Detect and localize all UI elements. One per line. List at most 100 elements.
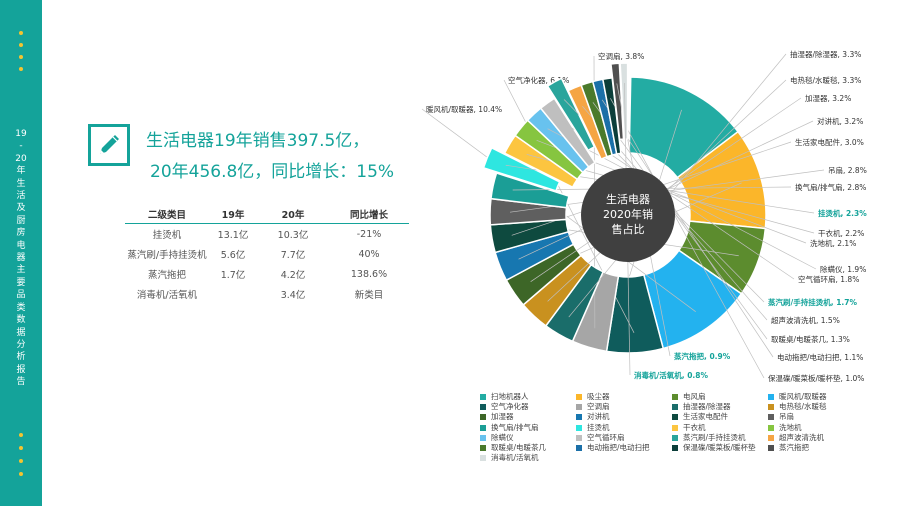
- legend-label: 加湿器: [491, 412, 514, 422]
- legend-item: 洗地机: [768, 423, 802, 433]
- legend-label: 蒸汽拖把: [779, 443, 809, 452]
- legend-swatch: [768, 445, 774, 451]
- headline-line-2: 20年456.8亿，同比增长：15%: [150, 162, 395, 182]
- data-label: 超声波清洗机, 1.5%: [771, 315, 840, 325]
- table-header: 同比增长: [329, 205, 409, 224]
- data-label: 电热毯/水暖毯, 3.3%: [790, 75, 861, 85]
- table-cell: -21%: [356, 228, 382, 240]
- legend-item: 空气净化器: [480, 402, 529, 412]
- legend-item: 挂烫机: [576, 423, 610, 433]
- data-label: 生活家电配件, 3.0%: [795, 137, 864, 147]
- sidebar-title-char: 电: [16, 240, 26, 251]
- legend-item: 除螨仪: [480, 433, 514, 443]
- table-row: 消毒机/活氧机 3.4亿 新类目: [125, 284, 409, 304]
- legend-label: 换气扇/排气扇: [491, 422, 539, 432]
- legend-label: 吸尘器: [587, 392, 610, 401]
- legend-swatch: [480, 414, 486, 421]
- pie-slice: [482, 146, 561, 192]
- legend-swatch: [768, 394, 774, 400]
- sidebar-title-char: 厨: [16, 215, 26, 226]
- table-cell: 40%: [358, 248, 380, 260]
- leader-line: [601, 99, 774, 358]
- pie-slice: [619, 62, 629, 140]
- data-label: 空气净化器, 6.1%: [508, 75, 569, 85]
- sidebar-title-char: 生: [16, 178, 26, 189]
- legend-label: 电风扇: [683, 392, 706, 401]
- data-label: 挂烫机, 2.3%: [818, 208, 867, 218]
- legend-label: 电动拖把/电动扫把: [587, 443, 650, 452]
- legend-item: 扫地机器人: [480, 392, 529, 402]
- legend-item: 吸尘器: [576, 392, 610, 402]
- pencil-icon: [88, 124, 130, 166]
- data-label: 取暖桌/电暖茶几, 1.3%: [771, 334, 850, 344]
- legend-swatch: [768, 414, 774, 421]
- sidebar-title-char: 告: [16, 377, 26, 388]
- data-label: 电动拖把/电动扫把, 1.1%: [777, 352, 863, 362]
- legend-item: 电热毯/水暖毯: [768, 402, 827, 412]
- legend-label: 保温碟/暖菜板/暖杯垫: [683, 443, 756, 452]
- sidebar-dot: [19, 67, 23, 71]
- sidebar-title-char: 及: [16, 203, 26, 214]
- legend-swatch: [480, 424, 486, 431]
- legend-label: 暖风机/取暖器: [779, 392, 827, 401]
- sidebar-title-char: 报: [16, 364, 26, 375]
- table-row: 蒸汽拖把 1.7亿 4.2亿 138.6%: [125, 264, 409, 284]
- data-label: 对讲机, 3.2%: [817, 116, 863, 126]
- center-label: 售占比: [612, 222, 645, 236]
- legend-swatch: [576, 404, 582, 411]
- table-cell: 13.1亿: [217, 230, 249, 241]
- sidebar-title-char: 数: [16, 315, 26, 326]
- data-label: 保温碟/暖菜板/暖杯垫, 1.0%: [768, 373, 864, 383]
- legend-item: 生活家电配件: [672, 412, 728, 422]
- table-row: 蒸汽刷/手持挂烫机 5.6亿 7.7亿 40%: [125, 244, 409, 264]
- legend-label: 对讲机: [587, 412, 610, 422]
- data-label: 蒸汽拖把, 0.9%: [674, 351, 731, 361]
- data-label: 干衣机, 2.2%: [818, 228, 864, 238]
- legend-swatch: [480, 434, 486, 441]
- legend-label: 电热毯/水暖毯: [779, 402, 827, 412]
- table-header-row: 二级类目 19年 20年 同比增长: [125, 205, 409, 224]
- legend-swatch: [672, 394, 678, 400]
- legend-label: 扫地机器人: [491, 392, 529, 401]
- pie-slice: [546, 77, 596, 152]
- data-label: 加湿器, 3.2%: [805, 93, 851, 103]
- legend-label: 洗地机: [779, 422, 802, 432]
- legend-swatch: [480, 445, 486, 451]
- legend-swatch: [672, 424, 678, 431]
- legend-item: 蒸汽刷/手持挂烫机: [672, 433, 746, 443]
- legend-label: 空气循环扇: [587, 432, 625, 442]
- legend-item: 蒸汽拖把: [768, 443, 809, 453]
- legend-swatch: [576, 414, 582, 421]
- data-label: 除螨仪, 1.9%: [820, 264, 866, 274]
- legend-swatch: [672, 414, 678, 421]
- data-label: 空调扇, 3.8%: [598, 51, 644, 61]
- legend-label: 挂烫机: [587, 422, 610, 432]
- center-circle: [581, 168, 675, 262]
- data-label: 抽湿器/除湿器, 3.3%: [790, 49, 861, 59]
- legend-swatch: [768, 404, 774, 411]
- table-cell: 蒸汽刷/手持挂烫机: [127, 250, 207, 261]
- legend-item: 干衣机: [672, 423, 706, 433]
- sidebar-title-char: 主: [16, 265, 26, 276]
- sidebar-title-char: 析: [16, 352, 26, 363]
- data-label: 空气循环扇, 1.8%: [798, 274, 859, 284]
- legend-label: 空调扇: [587, 402, 610, 412]
- legend-item: 抽湿器/除湿器: [672, 402, 731, 412]
- table-cell: 5.6亿: [220, 250, 246, 261]
- table-cell: 10.3亿: [277, 230, 309, 241]
- legend-swatch: [576, 394, 582, 400]
- table-cell: 消毒机/活氧机: [136, 290, 198, 301]
- sidebar-title-char: 活: [16, 191, 26, 202]
- legend-swatch: [672, 445, 678, 451]
- sidebar-title-char: 要: [16, 277, 26, 288]
- table-cell: 3.4亿: [280, 290, 306, 301]
- data-label: 消毒机/活氧机, 0.8%: [634, 370, 708, 380]
- legend-label: 蒸汽刷/手持挂烫机: [683, 432, 746, 442]
- table-header: 19年: [209, 205, 257, 224]
- legend-item: 电风扇: [672, 392, 706, 402]
- legend-label: 吊扇: [779, 412, 794, 422]
- table-cell: 1.7亿: [220, 270, 246, 281]
- legend-swatch: [768, 424, 774, 431]
- headline-line-1: 生活电器19年销售397.5亿，: [146, 131, 370, 151]
